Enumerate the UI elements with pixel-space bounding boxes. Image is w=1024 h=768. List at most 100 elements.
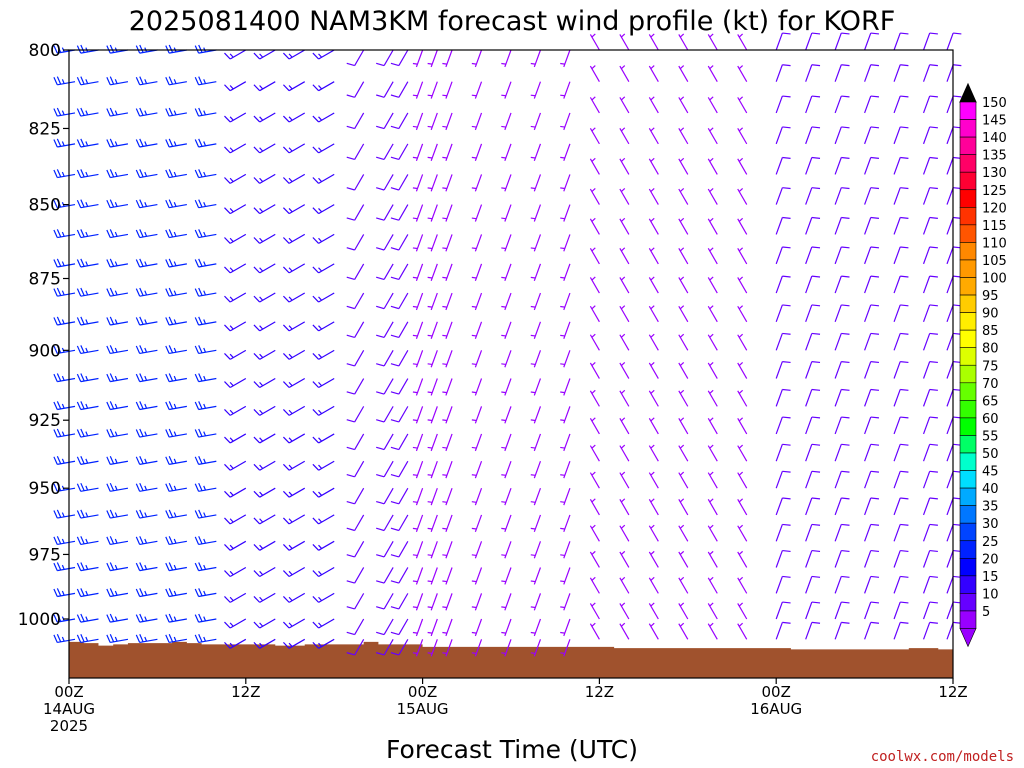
barb-shaft [288, 112, 306, 123]
barb-shaft [775, 304, 783, 323]
wind-barb [864, 523, 880, 542]
wind-barb [390, 593, 409, 610]
barb-shaft [318, 618, 335, 629]
barb-half-feather [412, 156, 418, 159]
wind-barb [501, 350, 512, 368]
barb-shaft [893, 187, 901, 205]
wind-barb [282, 112, 306, 123]
barb-feather [56, 373, 62, 382]
barb-shaft [229, 173, 247, 184]
barb-feather [390, 631, 400, 636]
barb-shaft [864, 497, 872, 516]
barb-half-feather [412, 187, 418, 190]
wind-barb [312, 592, 335, 603]
barb-shaft [864, 157, 872, 175]
wind-barb [253, 433, 276, 444]
barb-feather [376, 363, 385, 367]
wind-barb [922, 361, 938, 379]
wind-barb [412, 350, 424, 368]
barb-feather [376, 125, 385, 130]
barb-feather [811, 388, 821, 391]
barb-half-feather [442, 334, 448, 337]
x-tick-label: 00Z [408, 683, 437, 701]
barb-shaft [805, 576, 813, 594]
barb-shaft [946, 550, 954, 568]
wind-barb [589, 417, 600, 435]
barb-shaft [259, 204, 276, 215]
barb-shaft [383, 234, 394, 251]
colorbar-label: 150 [982, 96, 1007, 111]
barb-half-feather [471, 247, 477, 250]
barb-shaft [619, 334, 630, 351]
wind-barb [442, 174, 453, 192]
wind-barb [864, 361, 880, 379]
barb-feather [106, 229, 111, 238]
wind-barb [106, 401, 129, 411]
barb-feather [811, 332, 821, 335]
barb-feather [80, 373, 85, 382]
barb-half-feather [620, 524, 626, 529]
barb-shaft [648, 334, 659, 351]
barb-feather [80, 316, 85, 325]
barb-feather [390, 156, 400, 161]
terrain-surface [69, 641, 953, 678]
barb-feather [109, 373, 115, 382]
wind-barb [194, 588, 217, 598]
barb-feather [841, 332, 850, 335]
barb-shaft [834, 95, 842, 114]
barb-half-feather [738, 157, 744, 162]
barb-feather [929, 523, 938, 526]
barb-feather [53, 199, 58, 208]
barb-feather [165, 139, 170, 148]
wind-barb [76, 76, 99, 86]
wind-barb [805, 304, 821, 323]
barb-half-feather [114, 261, 118, 267]
barb-feather [253, 641, 261, 649]
barb-half-feather [203, 141, 207, 147]
barb-feather [870, 416, 880, 419]
barb-feather [56, 509, 62, 518]
barb-half-feather [530, 501, 536, 503]
wind-barb [707, 389, 718, 407]
barb-feather [139, 536, 144, 545]
barb-half-feather [738, 217, 744, 222]
barb-shaft [354, 514, 365, 531]
wind-barb [442, 81, 453, 99]
barb-half-feather [650, 471, 655, 476]
barb-feather [76, 429, 82, 438]
barb-shaft [648, 188, 659, 205]
wind-barb [560, 49, 571, 68]
barb-half-feather [471, 606, 477, 609]
barb-shaft [834, 32, 842, 51]
wind-barb [194, 536, 217, 546]
wind-barb [165, 373, 187, 383]
barb-shaft [893, 95, 901, 114]
barb-half-feather [530, 247, 536, 250]
barb-half-feather [620, 96, 626, 101]
wind-barb [530, 639, 542, 657]
barb-half-feather [620, 550, 626, 555]
barb-shaft [383, 204, 394, 221]
barb-shaft [864, 333, 872, 351]
wind-barb [412, 639, 424, 657]
barb-feather [841, 126, 850, 129]
barb-shaft [946, 275, 954, 294]
barb-feather [194, 288, 200, 297]
wind-barb [946, 470, 962, 489]
barb-feather [929, 95, 938, 98]
wind-barb [775, 523, 791, 542]
barb-shaft [678, 551, 689, 568]
barb-half-feather [229, 353, 234, 358]
barb-feather [109, 76, 115, 85]
barb-feather [900, 332, 909, 335]
wind-barb [648, 471, 659, 489]
wind-barb [501, 204, 512, 222]
barb-feather [390, 187, 400, 191]
barb-feather [165, 229, 170, 238]
wind-barb [922, 575, 938, 594]
barb-feather [109, 258, 115, 267]
barb-half-feather [591, 524, 596, 529]
barb-half-feather [560, 305, 565, 308]
barb-feather [53, 108, 58, 117]
wind-barb [501, 593, 512, 611]
